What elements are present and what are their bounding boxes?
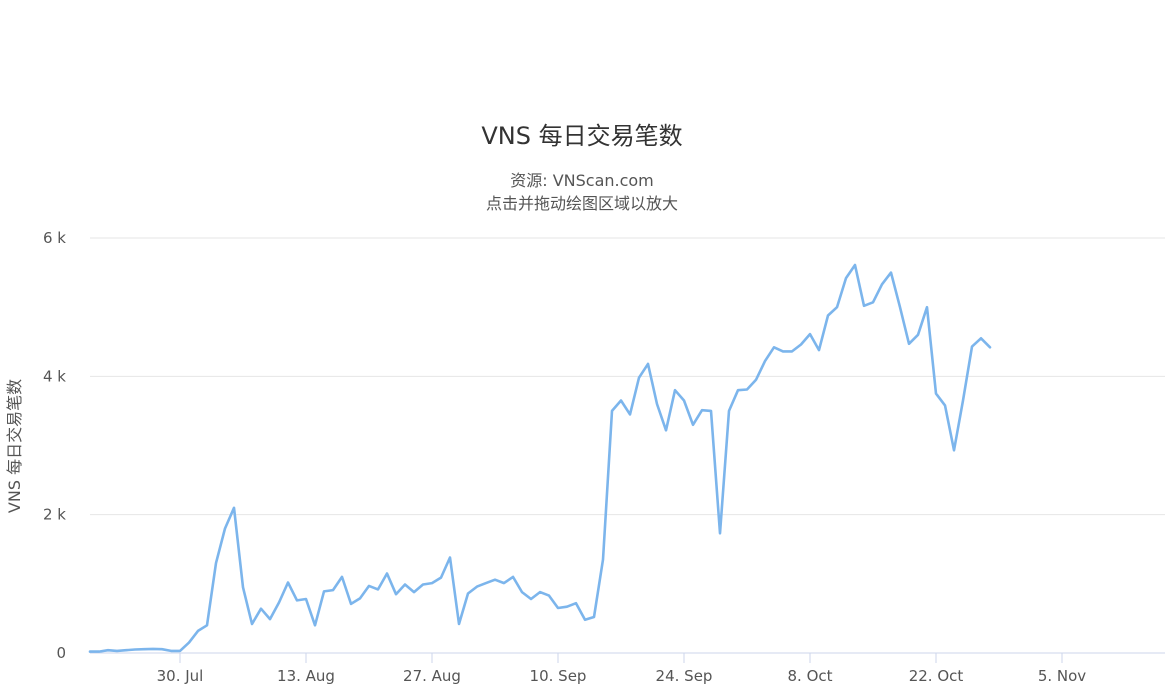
y-axis-ticks: 0 2 k 4 k 6 k <box>43 229 66 662</box>
series-line <box>88 263 992 653</box>
y-tick-label: 6 k <box>43 229 66 247</box>
x-axis-ticks: 30. Jul 13. Aug 27. Aug 10. Sep 24. Sep 8. Oc… <box>157 653 1086 685</box>
x-tick-label: 30. Jul <box>157 667 204 685</box>
y-tick-label: 4 k <box>43 367 66 385</box>
x-tick-label: 13. Aug <box>277 667 335 685</box>
gridlines <box>90 237 1165 654</box>
y-tick-label: 2 k <box>43 506 66 524</box>
x-tick-label: 24. Sep <box>656 667 713 685</box>
x-tick-label: 8. Oct <box>787 667 832 685</box>
y-tick-label: 0 <box>56 644 66 662</box>
chart-subtitle-source: 资源: VNScan.com <box>510 171 654 190</box>
chart-subtitle-zoom-hint: 点击并拖动绘图区域以放大 <box>486 194 678 213</box>
x-tick-label: 10. Sep <box>530 667 587 685</box>
x-tick-label: 27. Aug <box>403 667 461 685</box>
x-tick-label: 5. Nov <box>1038 667 1086 685</box>
y-axis-label: VNS 每日交易笔数 <box>5 379 24 513</box>
x-tick-label: 22. Oct <box>909 667 964 685</box>
chart-title: VNS 每日交易笔数 <box>481 122 682 150</box>
